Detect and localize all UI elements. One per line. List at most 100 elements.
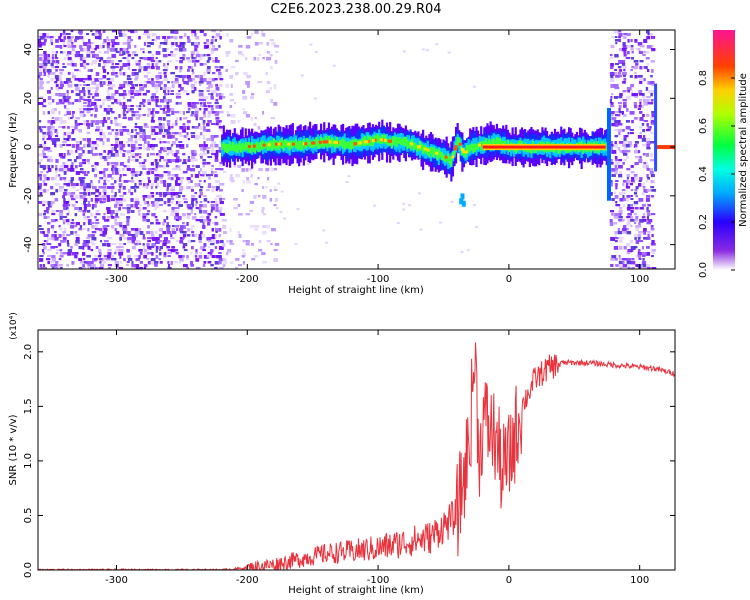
noise-cell: [623, 78, 627, 81]
noise-cell: [86, 111, 91, 114]
noise-cell: [614, 36, 618, 39]
noise-cell: [147, 177, 150, 181]
noise-cell: [130, 228, 135, 231]
noise-cell: [151, 33, 157, 37]
noise-cell: [170, 93, 175, 96]
signal-cell: [484, 138, 488, 149]
noise-cell: [159, 87, 163, 91]
noise-cell: [646, 252, 651, 256]
noise-cell: [51, 60, 55, 64]
signal-cell: [393, 136, 396, 146]
noise-cell: [146, 204, 151, 207]
noise-cell: [622, 195, 625, 199]
noise-cell: [610, 144, 614, 147]
noise-cell: [610, 63, 614, 67]
noise-cell: [629, 75, 633, 78]
noise-cell: [62, 195, 66, 199]
noise-cell: [62, 96, 67, 99]
noise-cell: [82, 243, 87, 247]
noise-cell: [163, 75, 168, 78]
signal-cell: [464, 151, 467, 158]
noise-cell: [119, 84, 123, 88]
noise-cell: [166, 216, 169, 220]
noise-cell: [95, 54, 99, 57]
noise-cell: [267, 177, 270, 181]
noise-cell: [75, 189, 80, 192]
vertical-streak: [654, 83, 658, 172]
noise-cell: [159, 261, 163, 264]
signal-peak: [287, 142, 291, 146]
noise-cell: [182, 255, 185, 258]
signal-cell: [269, 140, 272, 149]
noise-cell: [219, 201, 225, 205]
noise-cell: [167, 177, 170, 180]
noise-cell: [611, 150, 617, 154]
noise-cell: [122, 33, 128, 37]
noise-cell: [59, 144, 63, 148]
noise-cell: [63, 120, 67, 124]
noise-cell: [55, 45, 60, 48]
noise-cell: [102, 258, 107, 261]
noise-cell: [143, 249, 147, 253]
noise-cell: [126, 39, 132, 43]
noise-cell: [94, 90, 98, 94]
noise-cell: [194, 126, 199, 129]
signal-cell: [307, 139, 310, 147]
noise-cell: [142, 99, 146, 103]
noise-cell: [55, 165, 58, 169]
noise-cell: [55, 63, 58, 67]
noise-cell: [623, 105, 627, 108]
noise-cell: [622, 129, 625, 132]
signal-cell: [453, 147, 456, 156]
noise-cell: [51, 228, 54, 232]
noise-cell: [150, 111, 154, 115]
noise-cell: [171, 132, 177, 135]
noise-cell: [270, 243, 273, 246]
noise-cell: [62, 177, 67, 180]
noise-cell: [651, 213, 656, 216]
noise-cell: [182, 162, 187, 165]
noise-cell: [631, 66, 636, 69]
noise-cell: [51, 258, 57, 262]
noise-cell: [650, 225, 654, 228]
noise-cell: [51, 108, 55, 112]
noise-cell: [199, 153, 204, 157]
signal-cell: [403, 137, 406, 147]
noise-cell: [210, 51, 215, 55]
noise-cell: [47, 150, 53, 153]
noise-cell: [162, 48, 167, 52]
noise-cell: [167, 198, 171, 202]
noise-cell: [62, 240, 67, 243]
noise-cell: [646, 147, 651, 150]
noise-cell: [211, 60, 216, 63]
noise-cell: [38, 183, 43, 187]
noise-cell: [199, 156, 203, 159]
noise-cell: [258, 168, 263, 171]
noise-cell: [51, 210, 55, 214]
noise-cell: [67, 243, 70, 247]
noise-cell: [179, 231, 184, 234]
noise-cell: [206, 45, 209, 49]
noise-cell: [166, 231, 172, 235]
noise-cell: [638, 231, 643, 234]
noise-cell: [138, 210, 141, 213]
noise-cell: [182, 48, 187, 52]
noise-cell: [103, 228, 108, 231]
noise-cell: [214, 228, 219, 232]
noise-cell: [274, 186, 277, 189]
noise-cell: [638, 51, 644, 55]
noise-cell: [119, 237, 123, 241]
noise-cell: [110, 153, 116, 157]
noise-cell: [241, 54, 245, 57]
signal-cell: [345, 142, 348, 149]
noise-cell: [87, 39, 91, 43]
noise-cell: [202, 123, 205, 126]
noise-cell: [245, 243, 250, 246]
noise-cell: [98, 249, 102, 253]
noise-cell: [94, 258, 98, 261]
noise-cell: [134, 243, 138, 246]
noise-cell: [83, 66, 87, 70]
noise-cell: [123, 96, 126, 100]
noise-cell: [163, 72, 167, 75]
noise-cell: [645, 138, 651, 142]
